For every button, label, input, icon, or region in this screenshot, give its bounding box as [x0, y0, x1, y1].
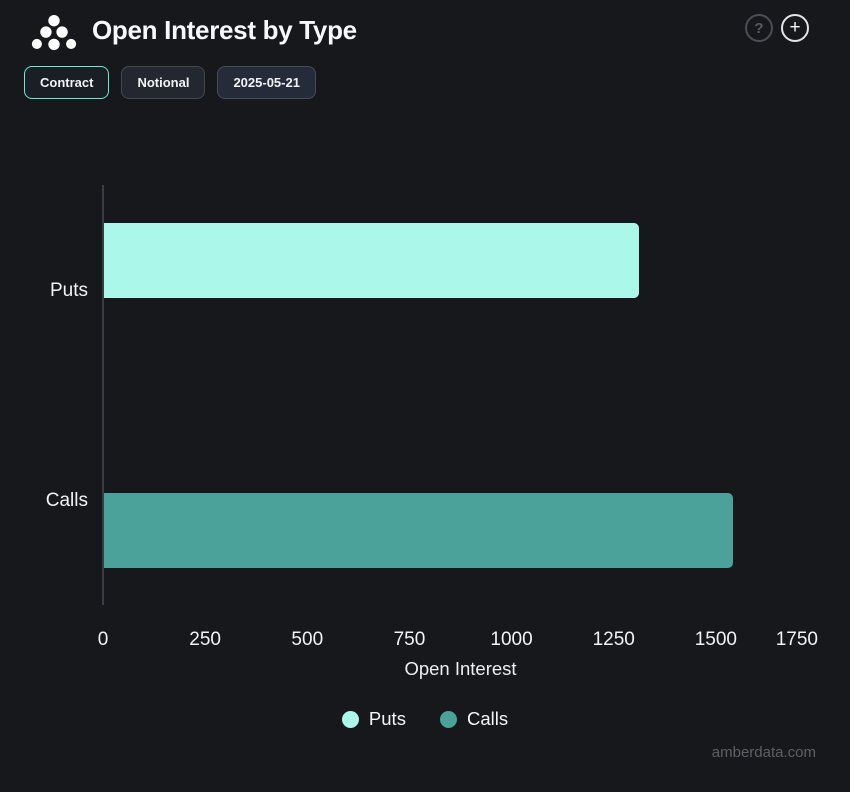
x-tick-500: 500 — [291, 629, 324, 650]
x-axis-title: Open Interest — [404, 658, 517, 679]
x-tick-1750: 1750 — [775, 629, 818, 650]
notional-button[interactable]: Notional — [121, 66, 206, 99]
legend-label: Puts — [368, 708, 406, 729]
expiry-date-button[interactable]: 2025-05-21 — [217, 66, 316, 99]
chart-legend: Puts Calls — [0, 708, 850, 730]
legend-dot-puts — [341, 710, 359, 728]
page-title: Open Interest by Type — [92, 15, 357, 45]
x-tick-1250: 1250 — [592, 629, 635, 650]
legend-item-puts[interactable]: Puts — [341, 708, 406, 730]
y-axis-label-puts: Puts — [49, 280, 88, 301]
help-glyph: ? — [754, 19, 764, 37]
plot-area — [104, 185, 818, 605]
x-tick-1500: 1500 — [694, 629, 737, 650]
add-icon[interactable]: + — [781, 14, 809, 42]
legend-label: Calls — [466, 708, 509, 729]
x-tick-250: 250 — [189, 629, 221, 650]
x-tick-0: 0 — [97, 629, 109, 650]
legend-dot-calls — [439, 710, 457, 728]
watermark-text: amberdata.com — [711, 744, 816, 761]
calls-bar[interactable] — [104, 493, 734, 568]
contract-button[interactable]: Contract — [24, 66, 110, 99]
toolbar: Contract Notional 2025-05-21 — [24, 66, 316, 99]
y-axis-line — [102, 185, 104, 605]
puts-bar[interactable] — [104, 223, 640, 298]
plus-glyph: + — [789, 16, 801, 38]
help-icon[interactable]: ? — [745, 14, 773, 42]
amberdata-logo-icon — [31, 14, 77, 51]
y-axis-label-calls: Calls — [45, 490, 88, 511]
x-tick-750: 750 — [393, 629, 426, 650]
x-tick-1000: 1000 — [490, 629, 533, 650]
legend-item-calls[interactable]: Calls — [439, 708, 509, 730]
